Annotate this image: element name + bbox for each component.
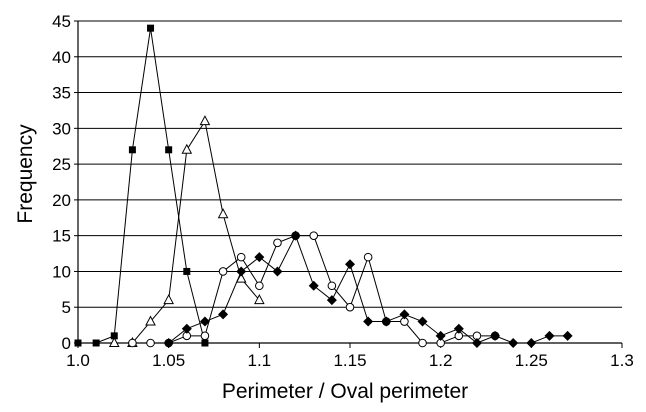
series-line <box>168 234 568 344</box>
data-point-circle <box>218 267 228 276</box>
y-tick-label: 25 <box>52 155 71 174</box>
data-point-circle <box>236 252 246 262</box>
data-point-diamond <box>308 280 319 291</box>
data-point-square <box>147 24 155 32</box>
series-line <box>78 28 206 344</box>
data-point-triangle <box>181 143 193 154</box>
data-point-diamond <box>345 259 355 270</box>
y-tick-label: 45 <box>52 12 71 31</box>
data-point-diamond <box>199 316 210 327</box>
data-point-square <box>92 339 100 347</box>
data-point-diamond <box>435 330 446 341</box>
y-tick-label: 35 <box>52 84 71 103</box>
data-point-triangle <box>217 208 229 219</box>
y-tick-label: 5 <box>62 298 71 317</box>
x-tick-label: 1.3 <box>610 351 634 370</box>
data-point-diamond <box>163 338 174 348</box>
data-point-circle <box>327 281 337 291</box>
x-tick-labels: 1.0 1.05 1.1 1.15 1.2 1.25 1.3 <box>66 351 634 370</box>
data-point-triangle <box>199 115 211 126</box>
x-tick-label: 1.2 <box>429 351 453 370</box>
series-3 <box>128 231 500 348</box>
x-tick-label: 1.15 <box>333 351 366 370</box>
data-point-circle <box>363 252 373 262</box>
data-point-diamond <box>562 330 573 341</box>
data-point-square <box>201 339 209 347</box>
data-point-circle <box>345 302 355 312</box>
series-2 <box>108 115 265 347</box>
data-point-diamond <box>544 330 555 341</box>
data-point-diamond <box>254 252 265 263</box>
x-tick-label: 1.05 <box>152 351 185 370</box>
data-point-triangle <box>108 336 120 347</box>
x-tick-label: 1.25 <box>515 351 548 370</box>
x-axis-label: Perimeter / Oval perimeter <box>222 380 468 403</box>
data-point-circle <box>200 331 210 341</box>
data-point-diamond <box>218 309 229 320</box>
series-1 <box>74 24 209 347</box>
y-tick-label: 20 <box>52 191 71 210</box>
data-point-diamond <box>526 338 537 348</box>
y-tick-label: 0 <box>62 334 71 353</box>
y-tick-label: 40 <box>52 48 71 67</box>
data-point-diamond <box>290 230 301 241</box>
data-point-triangle <box>145 315 156 326</box>
data-point-square <box>110 332 118 340</box>
data-point-diamond <box>453 323 464 334</box>
data-point-diamond <box>363 316 374 327</box>
plot-frame <box>74 20 623 348</box>
gridlines <box>78 20 622 308</box>
data-point-diamond <box>181 323 192 334</box>
data-point-circle <box>146 338 155 348</box>
data-point-circle <box>418 338 427 348</box>
y-tick-label: 15 <box>52 227 71 246</box>
y-axis-label: Frequency <box>14 124 37 224</box>
data-point-square <box>183 267 191 275</box>
data-point-circle <box>128 338 137 348</box>
data-point-diamond <box>236 266 247 277</box>
data-point-diamond <box>399 309 410 320</box>
data-point-diamond <box>326 295 337 306</box>
series-line <box>114 119 260 344</box>
data-point-triangle <box>254 293 265 305</box>
y-tick-label: 30 <box>52 119 71 138</box>
data-point-triangle <box>163 293 174 305</box>
y-tick-label: 10 <box>52 262 71 281</box>
data-point-diamond <box>417 316 428 327</box>
data-point-diamond <box>272 266 283 277</box>
data-point-circle <box>255 281 264 291</box>
series-layer <box>74 24 573 348</box>
y-tick-labels: 0 5 10 15 20 25 30 35 40 45 <box>52 12 71 353</box>
x-tick-label: 1.1 <box>248 351 272 370</box>
data-point-square <box>74 339 82 347</box>
data-point-square <box>165 146 173 154</box>
data-point-circle <box>309 231 319 240</box>
data-point-diamond <box>508 338 519 348</box>
data-point-diamond <box>471 338 482 348</box>
data-point-circle <box>273 238 282 248</box>
data-point-diamond <box>490 330 501 341</box>
data-point-square <box>128 146 136 154</box>
x-tick-label: 1.0 <box>66 351 90 370</box>
data-point-diamond <box>381 316 392 327</box>
series-4 <box>163 230 573 348</box>
